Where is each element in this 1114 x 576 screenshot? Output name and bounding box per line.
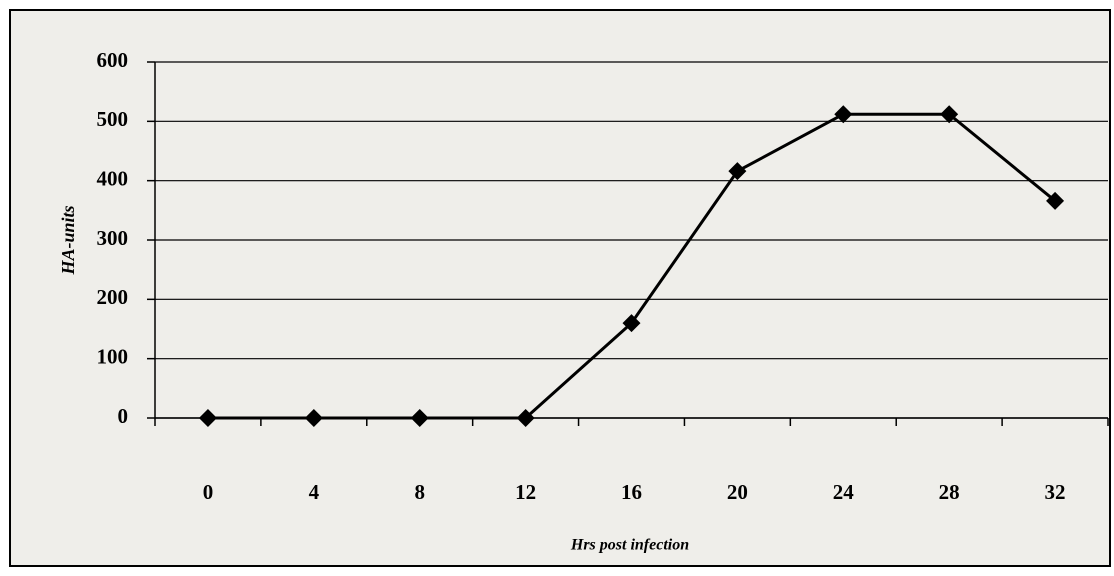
y-tick-label: 600 (97, 48, 129, 72)
x-tick-label: 32 (1045, 480, 1066, 504)
y-tick-label: 500 (97, 107, 129, 131)
data-marker (516, 409, 535, 427)
x-tick-label: 20 (727, 480, 748, 504)
y-tick-label: 0 (118, 404, 129, 428)
data-marker (410, 409, 429, 427)
x-tick-label: 28 (939, 480, 960, 504)
data-marker (728, 162, 747, 181)
x-tick-label: 4 (309, 480, 320, 504)
x-tick-label: 8 (414, 480, 425, 504)
data-marker (198, 409, 217, 427)
data-marker (622, 314, 641, 333)
x-tick-label: 12 (515, 480, 536, 504)
chart-frame (9, 9, 1111, 567)
x-axis-title: Hrs post infection (570, 537, 689, 554)
data-marker (304, 409, 323, 427)
x-tick-label: 16 (621, 480, 642, 504)
data-marker (834, 105, 853, 124)
y-tick-label: 200 (97, 285, 129, 309)
x-tick-label: 0 (203, 480, 214, 504)
data-marker (1046, 191, 1065, 210)
data-marker (940, 105, 959, 124)
y-axis-title: HA-units (58, 205, 78, 275)
y-tick-label: 100 (97, 344, 129, 368)
x-tick-label: 24 (833, 480, 855, 504)
y-tick-label: 300 (97, 226, 129, 250)
y-tick-label: 400 (97, 166, 129, 190)
